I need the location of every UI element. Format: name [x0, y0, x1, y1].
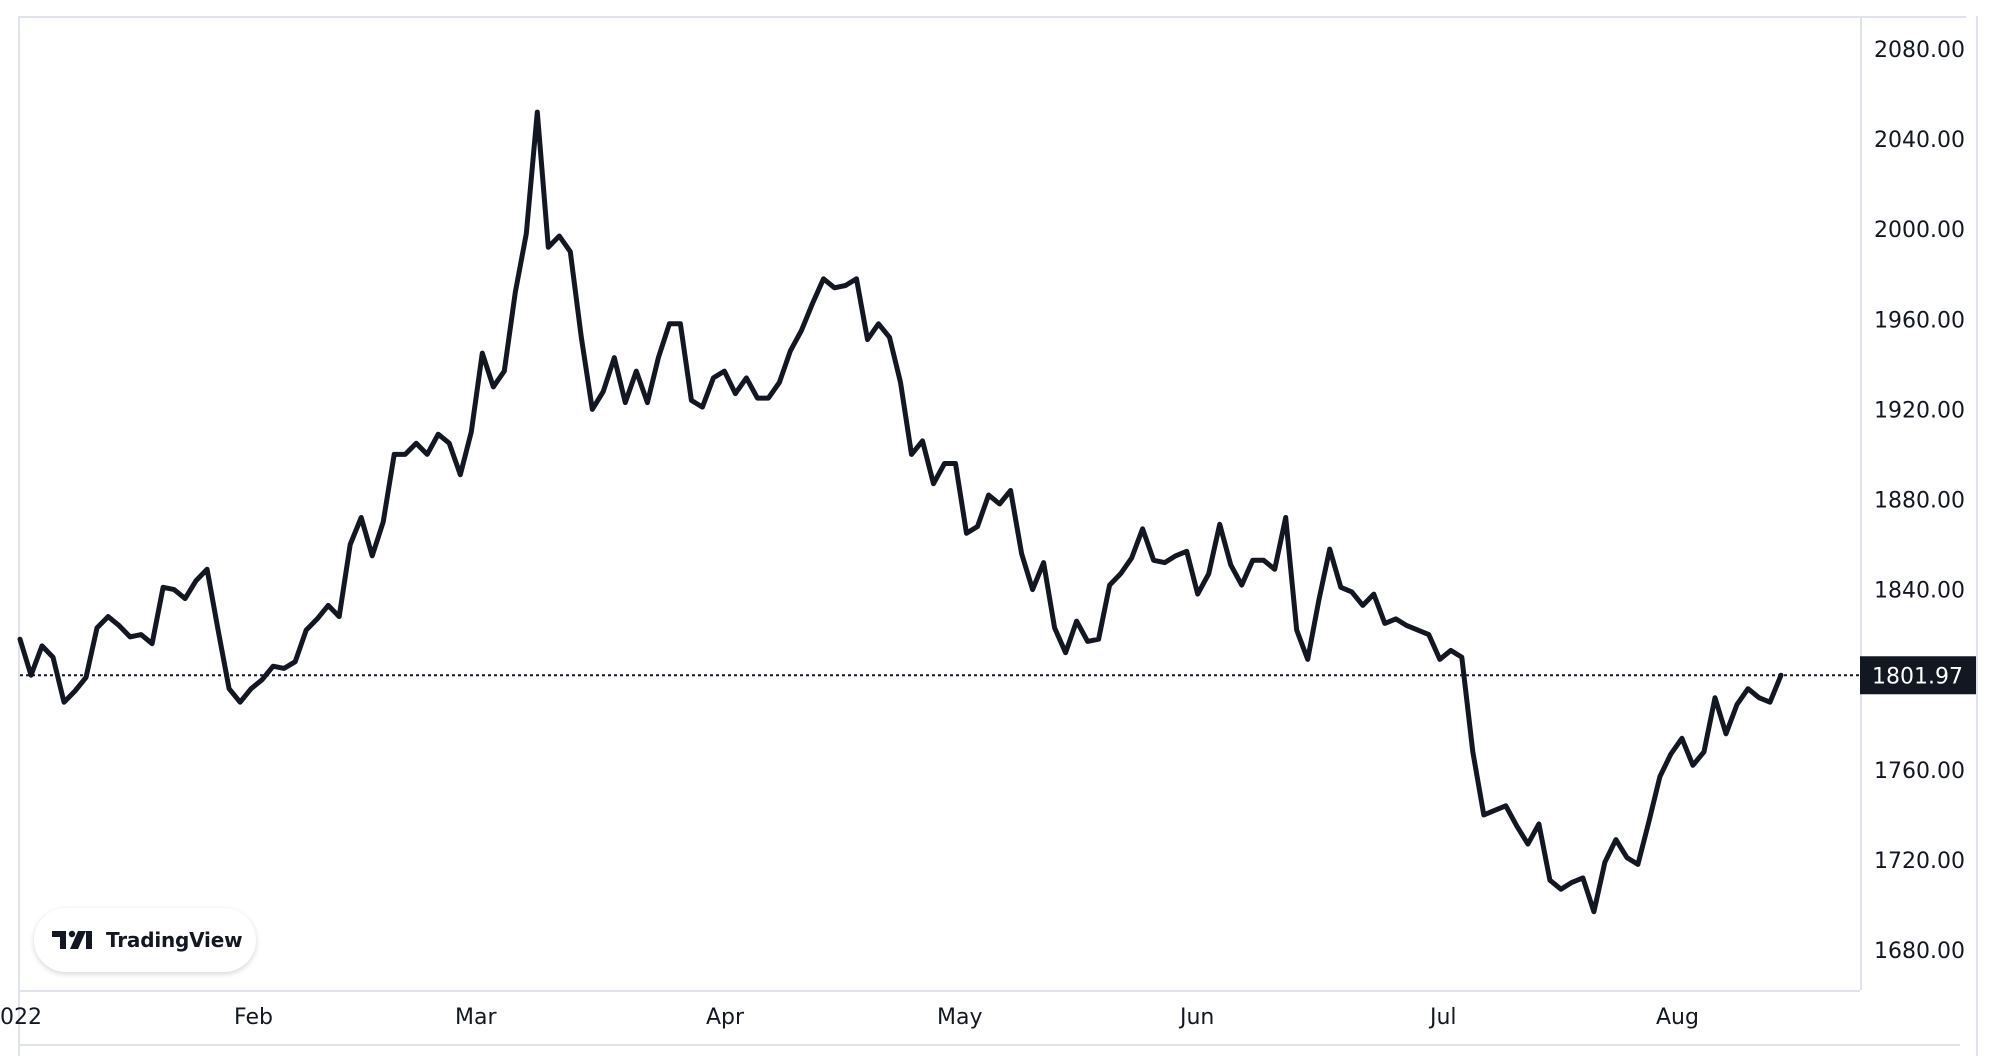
- tradingview-watermark[interactable]: TradingView: [34, 908, 256, 972]
- time-tick-label: Jun: [1178, 1005, 1214, 1030]
- price-line: [17, 109, 1784, 915]
- time-tick-label: 022: [0, 1005, 42, 1030]
- price-tick-label: 1840.00: [1874, 579, 1965, 604]
- time-tick-label: May: [937, 1005, 982, 1030]
- time-tick-label: Feb: [234, 1005, 273, 1030]
- time-scale-divider: [18, 990, 1860, 992]
- price-tick-label: 2080.00: [1874, 38, 1965, 63]
- chart-left-border: [18, 16, 20, 1056]
- time-tick-label: Aug: [1656, 1005, 1699, 1030]
- last-price-layer: 1801.97: [20, 656, 1976, 695]
- series-layer: [17, 109, 1784, 915]
- chart-top-border: [18, 16, 1966, 18]
- time-scale[interactable]: 022 Feb Mar Apr May Jun Jul Aug: [0, 1005, 1699, 1030]
- price-tick-label: 1880.00: [1874, 489, 1965, 514]
- brand-label: TradingView: [106, 928, 243, 952]
- last-price-badge: [1860, 656, 1976, 695]
- chart-frame-layer: [18, 16, 1978, 1056]
- chart-right-border: [1976, 16, 1978, 1056]
- price-tick-label: 1920.00: [1874, 398, 1965, 423]
- time-tick-label: Jul: [1428, 1005, 1457, 1030]
- price-scale-divider: [1860, 18, 1862, 990]
- price-scale[interactable]: 2080.00 2040.00 2000.00 1960.00 1920.00 1880.…: [1874, 38, 1965, 964]
- price-tick-label: 2040.00: [1874, 128, 1965, 153]
- last-price-label: 1801.97: [1872, 664, 1963, 689]
- price-tick-label: 1720.00: [1874, 849, 1965, 874]
- chart-bottom-border: [18, 1044, 1960, 1046]
- price-tick-label: 2000.00: [1874, 218, 1965, 243]
- time-tick-label: Apr: [706, 1005, 745, 1030]
- price-tick-label: 1960.00: [1874, 308, 1965, 333]
- tradingview-logo-icon: [52, 930, 92, 949]
- time-tick-label: Mar: [455, 1005, 497, 1030]
- price-tick-label: 1680.00: [1874, 939, 1965, 964]
- price-tick-label: 1760.00: [1874, 759, 1965, 784]
